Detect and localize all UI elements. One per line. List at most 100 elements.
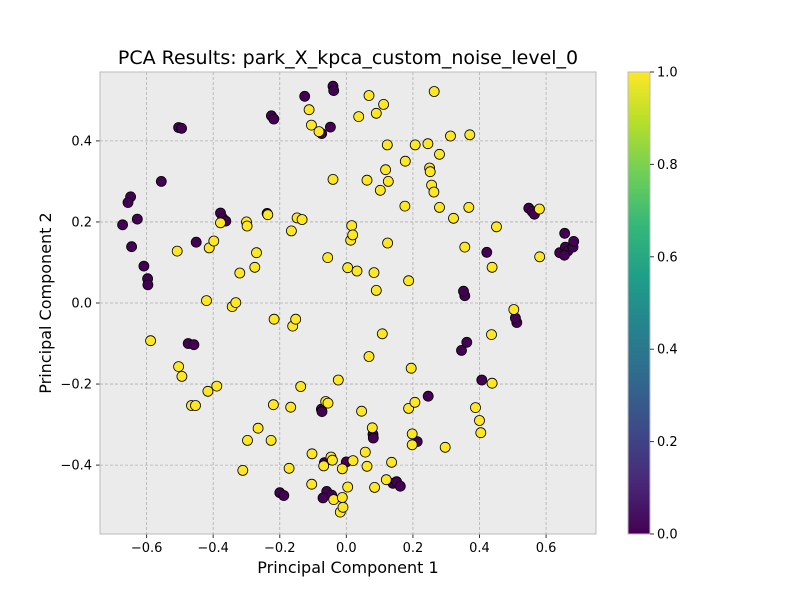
data-point-class-1 bbox=[464, 129, 476, 141]
data-point-class-1 bbox=[399, 200, 411, 212]
y-tick-label: 0.4 bbox=[71, 134, 92, 149]
colorbar-gradient bbox=[628, 72, 650, 534]
data-point-class-1 bbox=[434, 148, 445, 160]
data-points bbox=[117, 80, 580, 518]
data-point-class-0 bbox=[122, 197, 134, 208]
data-point-class-1 bbox=[230, 297, 242, 309]
data-point-class-0 bbox=[456, 344, 467, 356]
data-point-class-1 bbox=[382, 237, 394, 249]
data-point-class-1 bbox=[424, 166, 436, 178]
data-point-class-1 bbox=[356, 405, 368, 417]
data-point-class-1 bbox=[386, 456, 398, 468]
data-point-class-1 bbox=[369, 481, 381, 493]
data-point-class-0 bbox=[559, 227, 571, 239]
x-tick-label: −0.6 bbox=[131, 541, 163, 556]
data-point-class-1 bbox=[267, 399, 279, 411]
data-point-class-1 bbox=[251, 247, 262, 259]
data-point-class-1 bbox=[359, 446, 371, 458]
data-point-class-1 bbox=[190, 400, 201, 411]
data-point-class-1 bbox=[351, 265, 363, 277]
data-point-class-1 bbox=[290, 313, 302, 325]
colorbar-tick-label: 0.6 bbox=[657, 250, 678, 265]
data-point-class-1 bbox=[434, 201, 445, 213]
data-point-class-0 bbox=[142, 279, 154, 291]
x-tick-label: 0.4 bbox=[469, 541, 490, 556]
data-point-class-1 bbox=[534, 203, 545, 215]
plot-frame bbox=[99, 71, 597, 535]
data-point-class-1 bbox=[173, 361, 185, 373]
data-point-class-1 bbox=[380, 164, 392, 176]
data-point-class-1 bbox=[470, 402, 481, 414]
data-point-class-1 bbox=[370, 107, 382, 119]
data-point-class-1 bbox=[368, 267, 380, 279]
y-tick-label: 0.0 bbox=[71, 297, 92, 312]
data-point-class-1 bbox=[428, 186, 440, 198]
colorbar: 0.0 0.2 0.4 0.6 0.8 1.0 bbox=[627, 66, 678, 543]
x-tick-label: 0.6 bbox=[536, 541, 557, 556]
data-point-class-1 bbox=[303, 104, 315, 116]
data-point-class-1 bbox=[486, 261, 498, 273]
data-point-class-0 bbox=[155, 175, 167, 187]
colorbar-tick-label: 0.2 bbox=[657, 435, 678, 450]
data-point-class-0 bbox=[324, 121, 336, 133]
data-point-class-0 bbox=[126, 241, 138, 253]
data-point-class-1 bbox=[406, 439, 418, 451]
data-point-class-1 bbox=[249, 261, 261, 273]
data-point-class-1 bbox=[374, 184, 386, 196]
data-point-class-1 bbox=[306, 478, 318, 490]
data-point-class-1 bbox=[439, 441, 451, 453]
data-point-class-1 bbox=[378, 99, 390, 110]
data-point-class-1 bbox=[241, 220, 253, 232]
data-point-class-1 bbox=[399, 155, 411, 167]
data-point-class-0 bbox=[367, 432, 379, 444]
data-point-class-1 bbox=[326, 454, 338, 466]
data-point-class-1 bbox=[285, 401, 297, 413]
colorbar-frame bbox=[627, 71, 651, 535]
data-point-class-1 bbox=[202, 385, 214, 397]
data-point-class-1 bbox=[208, 235, 220, 247]
data-point-class-1 bbox=[376, 328, 388, 340]
data-point-class-1 bbox=[409, 139, 421, 151]
y-axis-ticks: −0.4 −0.2 0.0 0.2 0.4 bbox=[60, 134, 100, 474]
data-point-class-1 bbox=[403, 275, 415, 287]
data-point-class-1 bbox=[463, 201, 475, 213]
data-point-class-0 bbox=[328, 85, 340, 96]
data-point-class-1 bbox=[361, 460, 373, 472]
chart-title: PCA Results: park_X_kpca_custom_noise_le… bbox=[118, 47, 578, 69]
data-point-class-0 bbox=[278, 490, 290, 501]
colorbar-tick-label: 0.0 bbox=[657, 528, 678, 543]
data-point-class-1 bbox=[405, 362, 417, 374]
data-point-class-1 bbox=[353, 111, 365, 122]
data-point-class-1 bbox=[347, 455, 359, 467]
data-point-class-1 bbox=[381, 139, 393, 151]
data-point-class-0 bbox=[317, 492, 329, 504]
data-point-class-1 bbox=[283, 462, 295, 474]
colorbar-ticks: 0.0 0.2 0.4 0.6 0.8 1.0 bbox=[650, 66, 678, 543]
x-tick-label: −0.2 bbox=[264, 541, 296, 556]
data-point-class-0 bbox=[268, 113, 280, 125]
data-point-class-0 bbox=[476, 374, 488, 386]
data-point-class-1 bbox=[145, 335, 157, 347]
data-point-class-1 bbox=[363, 90, 375, 101]
data-point-class-0 bbox=[481, 246, 493, 258]
data-point-class-1 bbox=[313, 126, 325, 138]
data-point-class-1 bbox=[262, 209, 274, 221]
data-point-class-1 bbox=[342, 262, 354, 274]
x-tick-label: 0.2 bbox=[403, 541, 424, 556]
data-point-class-1 bbox=[306, 448, 318, 460]
y-tick-label: 0.2 bbox=[71, 215, 92, 230]
data-point-class-1 bbox=[474, 415, 485, 426]
data-point-class-1 bbox=[305, 119, 317, 131]
data-point-class-1 bbox=[491, 221, 502, 233]
data-point-class-1 bbox=[336, 463, 348, 475]
data-point-class-1 bbox=[176, 370, 188, 382]
data-point-class-1 bbox=[322, 397, 334, 409]
x-tick-label: −0.4 bbox=[197, 541, 229, 556]
data-point-class-1 bbox=[475, 427, 487, 439]
data-point-class-1 bbox=[332, 374, 344, 386]
data-point-class-0 bbox=[131, 213, 143, 225]
data-point-class-1 bbox=[327, 173, 339, 185]
data-point-class-1 bbox=[406, 428, 418, 440]
data-point-class-0 bbox=[299, 90, 311, 102]
